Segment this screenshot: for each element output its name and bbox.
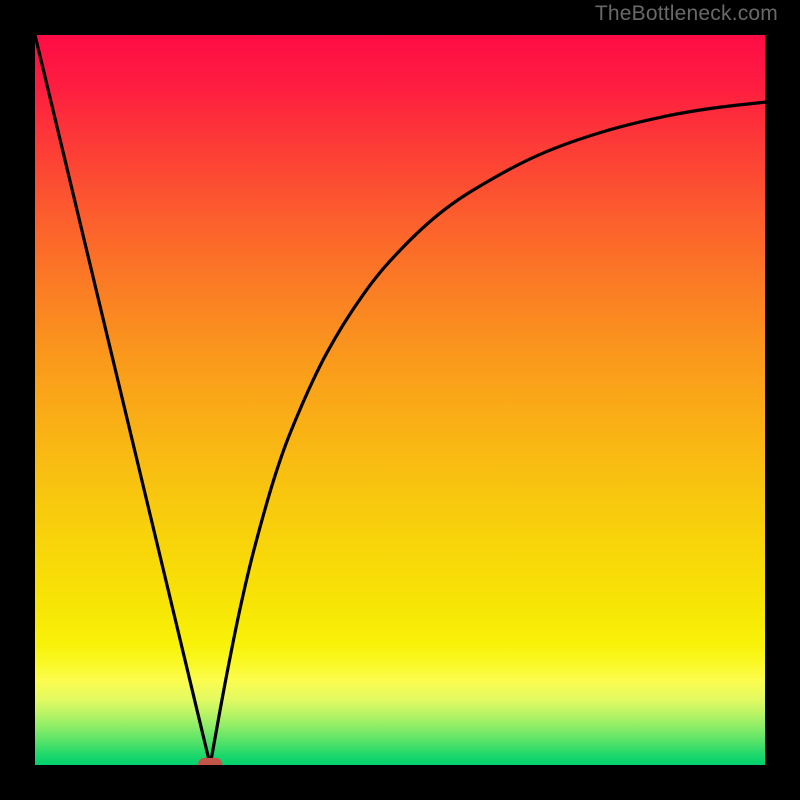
attribution-label: TheBottleneck.com [595, 2, 778, 26]
bottleneck-chart [0, 0, 800, 800]
chart-container: { "attribution": "TheBottleneck.com", "c… [0, 0, 800, 800]
chart-gradient-background [35, 35, 765, 765]
